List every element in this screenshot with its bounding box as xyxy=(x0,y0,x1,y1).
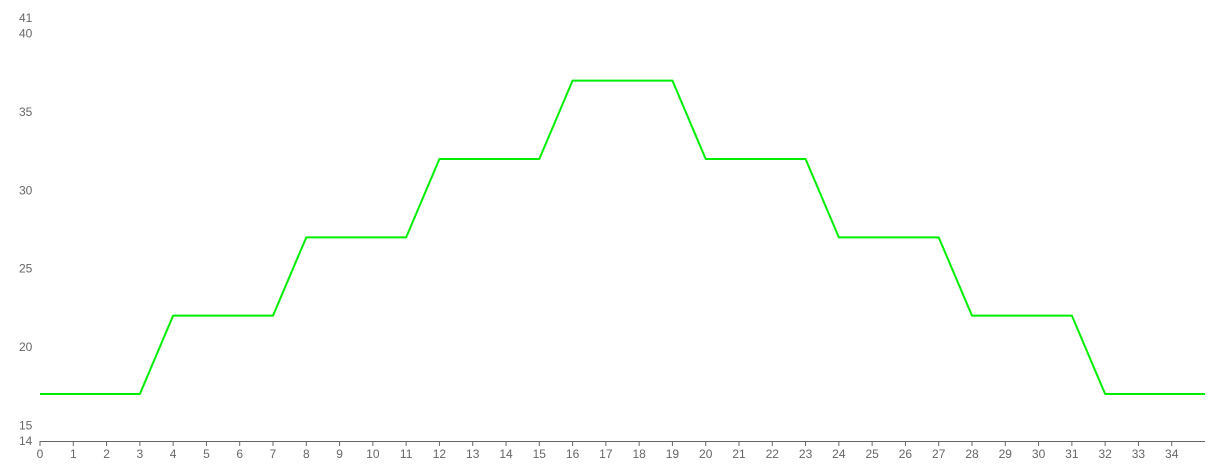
x-tick-label: 19 xyxy=(666,447,680,461)
y-tick-label: 14 xyxy=(19,434,33,448)
x-tick-label: 16 xyxy=(566,447,580,461)
x-tick-label: 18 xyxy=(632,447,646,461)
y-axis-ticks: 14 15 20 25 30 35 40 41 xyxy=(19,11,33,448)
x-tick-label: 1 xyxy=(70,447,77,461)
x-tick-label: 2 xyxy=(103,447,110,461)
x-tick-label: 32 xyxy=(1098,447,1112,461)
y-tick-label: 20 xyxy=(19,340,33,354)
x-tick-label: 22 xyxy=(766,447,780,461)
x-tick-label: 8 xyxy=(303,447,310,461)
x-tick-label: 29 xyxy=(999,447,1013,461)
x-tick-label: 5 xyxy=(203,447,210,461)
x-tick-label: 23 xyxy=(799,447,813,461)
series-group xyxy=(40,79,1205,395)
y-tick-label: 40 xyxy=(19,27,33,41)
x-tick-label: 0 xyxy=(37,447,44,461)
y-tick-label: 35 xyxy=(19,105,33,119)
x-tick-label: 3 xyxy=(137,447,144,461)
y-tick-label: 30 xyxy=(19,183,33,197)
x-tick-label: 34 xyxy=(1165,447,1179,461)
x-tick-label: 31 xyxy=(1065,447,1079,461)
x-tick-label: 28 xyxy=(965,447,979,461)
series-line xyxy=(40,79,1205,395)
x-tick-label: 4 xyxy=(170,447,177,461)
x-tick-label: 10 xyxy=(366,447,380,461)
x-tick-label: 33 xyxy=(1132,447,1146,461)
x-tick-label: 14 xyxy=(499,447,513,461)
y-tick-label: 25 xyxy=(19,262,33,276)
x-tick-label: 20 xyxy=(699,447,713,461)
x-tick-label: 30 xyxy=(1032,447,1046,461)
x-tick-label: 27 xyxy=(932,447,946,461)
x-tick-label: 6 xyxy=(236,447,243,461)
x-tick-label: 15 xyxy=(533,447,547,461)
x-tick-label: 9 xyxy=(336,447,343,461)
x-tick-label: 25 xyxy=(865,447,879,461)
y-tick-label: 15 xyxy=(19,418,33,432)
y-tick-label: 41 xyxy=(19,11,33,25)
x-tick-label: 12 xyxy=(433,447,447,461)
x-tick-label: 24 xyxy=(832,447,846,461)
x-tick-label: 26 xyxy=(899,447,913,461)
x-tick-label: 11 xyxy=(400,447,413,461)
x-tick-label: 21 xyxy=(732,447,746,461)
x-tick-label: 7 xyxy=(270,447,277,461)
x-axis-ticks: 0 1 2 3 4 5 6 7 8 9 10 11 12 13 14 15 16 17 18 19 20 21 22 23 24… xyxy=(37,441,1179,461)
x-tick-label: 17 xyxy=(599,447,613,461)
x-tick-label: 13 xyxy=(466,447,480,461)
